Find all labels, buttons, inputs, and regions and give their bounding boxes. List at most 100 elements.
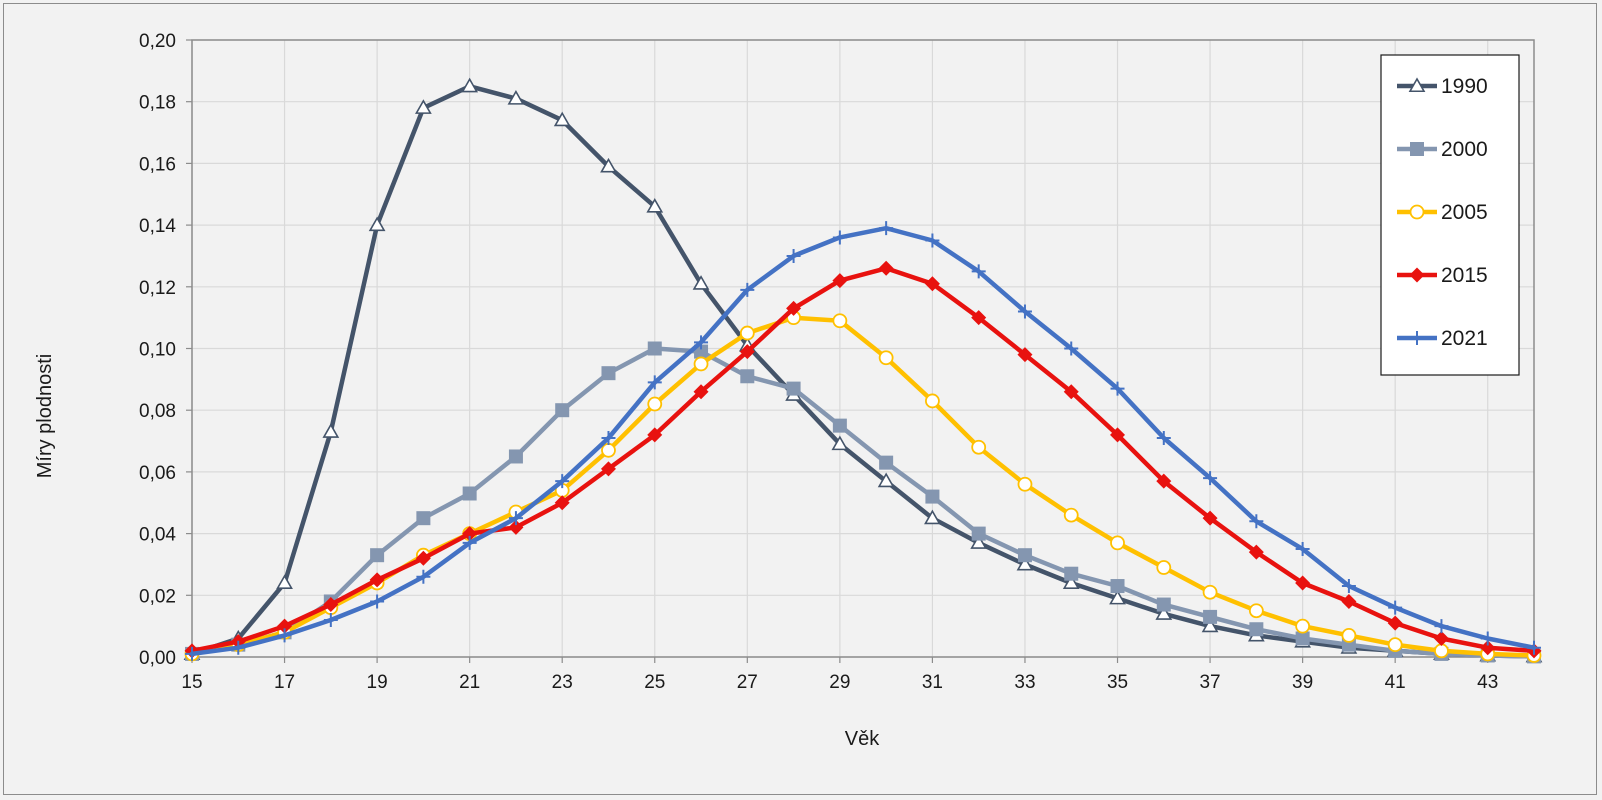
data-point (1017, 548, 1032, 563)
data-point (508, 519, 524, 535)
data-point (601, 366, 616, 381)
legend-item-2005: 2005 (1397, 201, 1488, 224)
data-point (1110, 381, 1125, 396)
x-axis-title: Věk (845, 728, 880, 750)
data-point (924, 276, 940, 292)
data-point (693, 356, 709, 372)
series-line (189, 84, 1537, 659)
data-point (323, 612, 338, 627)
data-point (970, 534, 988, 549)
data-point (1201, 617, 1219, 633)
data-point (646, 197, 664, 213)
data-point (461, 77, 479, 93)
data-point (368, 216, 386, 232)
data-point (1410, 142, 1424, 156)
data-point (1433, 630, 1449, 646)
data-point (1156, 560, 1172, 575)
data-point (1110, 535, 1125, 551)
data-point (1062, 574, 1080, 590)
y-tick-label: 0,06 (139, 463, 176, 484)
data-point (1248, 603, 1264, 619)
legend-label: 2005 (1441, 201, 1488, 224)
data-point (600, 461, 616, 477)
data-point (555, 474, 570, 489)
data-point (739, 344, 755, 360)
data-point (370, 594, 385, 609)
data-point (1341, 593, 1357, 609)
data-point (508, 449, 523, 464)
data-point (507, 90, 525, 105)
data-point (1248, 544, 1264, 560)
legend-item-1990: 1990 (1397, 75, 1488, 98)
data-point (971, 526, 986, 541)
series-line (189, 346, 1537, 659)
legend-label: 1990 (1441, 75, 1488, 98)
data-point (831, 435, 849, 451)
data-point (647, 375, 662, 390)
data-point (1110, 427, 1126, 443)
data-point (694, 335, 709, 350)
data-point (786, 381, 801, 396)
data-point (185, 646, 199, 661)
data-point (277, 628, 292, 643)
data-point (1064, 566, 1079, 581)
data-point (1410, 331, 1424, 345)
data-point (879, 221, 894, 236)
data-point (1017, 476, 1033, 492)
series-line (189, 266, 1537, 654)
series-line (189, 225, 1537, 657)
data-point (877, 472, 895, 488)
data-point (415, 550, 431, 566)
data-point (832, 273, 848, 289)
data-point (647, 427, 663, 443)
data-point (692, 275, 710, 290)
data-point (1109, 589, 1126, 605)
x-tick-label: 43 (1477, 672, 1498, 693)
legend-item-2000: 2000 (1397, 138, 1488, 161)
x-tick-label: 23 (552, 672, 573, 693)
axis-ticks: 0,00 0,02 0,04 0,06 0,08 0,10 0,12 0,14 0,16 0,18… (139, 31, 1498, 693)
fertility-line-chart: 0,00 0,02 0,04 0,06 0,08 0,10 0,12 0,14 0,16 0,18… (34, 31, 1543, 750)
data-point (832, 418, 847, 433)
data-point (462, 526, 478, 542)
data-point (971, 264, 986, 279)
data-point (1387, 637, 1403, 653)
data-point (739, 325, 755, 341)
data-point (1249, 622, 1264, 637)
data-point (1249, 514, 1264, 529)
data-point (1016, 555, 1034, 571)
data-point (1155, 605, 1173, 620)
legend: 1990 2000 2005 2015 2021 (1380, 54, 1520, 376)
data-point (1295, 542, 1310, 557)
legend-box (1380, 54, 1520, 376)
y-tick-label: 0,12 (139, 278, 176, 299)
y-tick-label: 0,16 (139, 154, 176, 175)
x-tick-label: 31 (922, 672, 943, 693)
data-point (369, 572, 385, 588)
data-point (740, 369, 755, 384)
legend-item-2015: 2015 (1397, 264, 1488, 287)
data-point (1434, 619, 1449, 634)
series-2021 (185, 221, 1541, 661)
legend-label: 2021 (1441, 327, 1488, 350)
data-point (647, 341, 662, 356)
data-point (1064, 341, 1079, 356)
data-point (416, 569, 431, 584)
data-point (832, 313, 848, 329)
chart-frame: 0,00 0,02 0,04 0,06 0,08 0,10 0,12 0,14 0,16 0,18… (3, 3, 1597, 795)
data-point (786, 300, 802, 316)
data-point (647, 396, 663, 412)
data-point (1156, 597, 1171, 612)
data-point (601, 442, 616, 458)
data-point (276, 574, 293, 590)
data-point (1295, 618, 1311, 634)
data-point (277, 618, 293, 634)
data-point (1527, 640, 1541, 655)
data-point (925, 393, 940, 409)
x-tick-label: 27 (737, 672, 758, 693)
data-point (1295, 631, 1310, 646)
series-2000 (185, 341, 1541, 664)
data-point (786, 248, 801, 263)
data-point (878, 260, 894, 276)
x-tick-label: 37 (1199, 672, 1220, 693)
